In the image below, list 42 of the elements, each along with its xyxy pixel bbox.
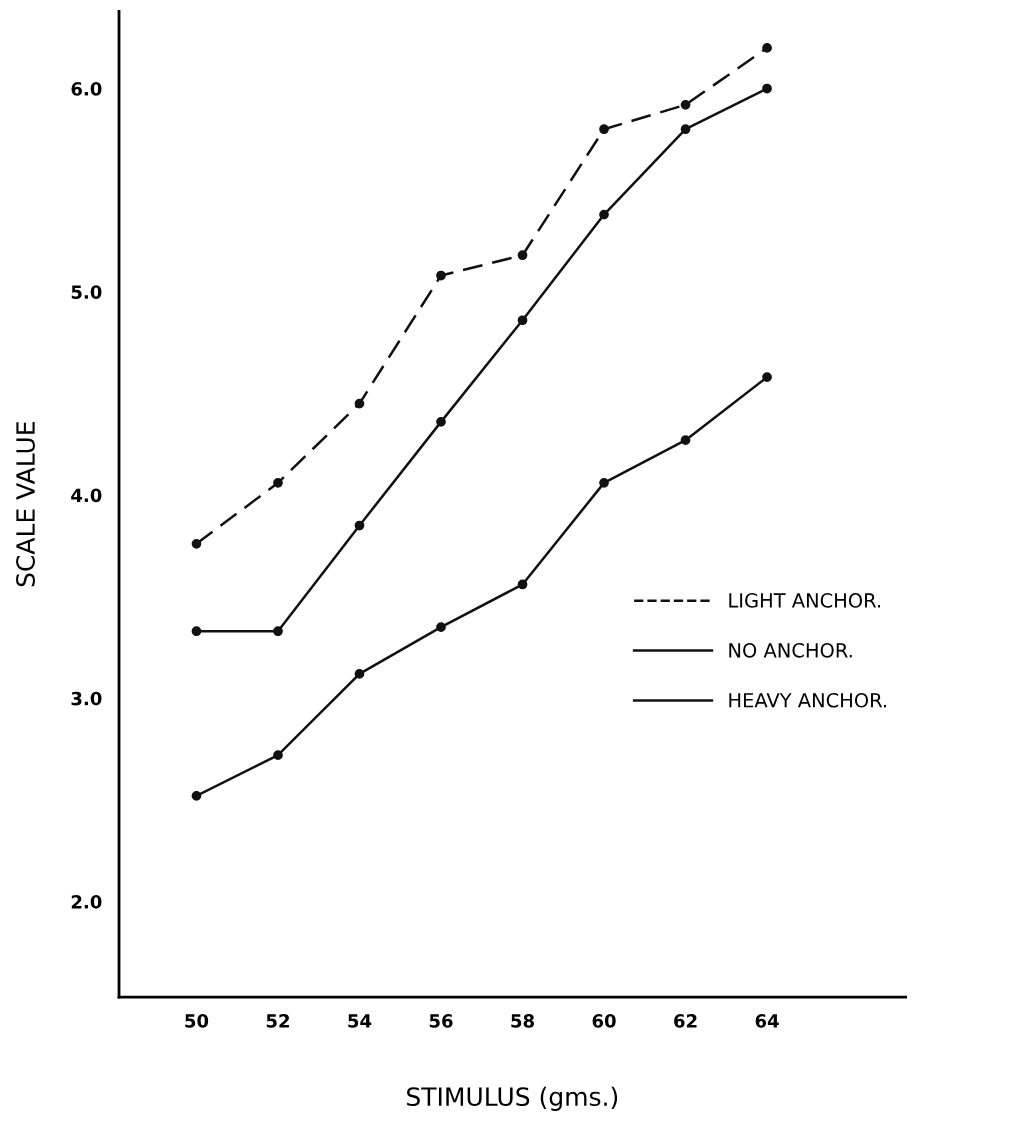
point [436,417,446,427]
point [762,372,772,383]
x-tick-label: 56 [429,1014,453,1028]
y-tick-label: 2.0 [71,894,102,909]
point [273,477,283,488]
point [273,626,283,637]
point [436,270,446,281]
point [191,626,202,637]
point [599,477,609,488]
point [680,435,691,446]
legend-label: HEAVY ANCHOR. [729,692,887,708]
legend-label: LIGHT ANCHOR. [729,593,881,608]
x-tick-label: 52 [266,1014,289,1028]
legend-label: NO ANCHOR. [729,642,852,658]
point [762,43,772,53]
x-tick-label: 64 [755,1014,779,1028]
x-axis-title: STIMULUS (gms.) [407,1086,618,1111]
point [762,83,772,94]
point [517,250,528,261]
point [436,622,446,633]
point [517,579,528,590]
x-tick-label: 50 [185,1014,209,1028]
y-tick-label: 4.0 [71,488,102,503]
x-tick-label: 60 [592,1014,616,1028]
point [680,99,691,110]
point [599,209,609,220]
x-tick-label: 58 [511,1014,534,1028]
point [191,538,202,549]
y-tick-label: 6.0 [71,82,102,96]
point [354,520,365,531]
point [517,315,528,326]
point [680,124,691,135]
x-tick-label: 62 [674,1014,697,1028]
y-axis-title: SCALE VALUE [16,422,35,587]
point [354,669,365,679]
x-tick-label: 54 [348,1014,372,1028]
point [599,124,609,135]
point [273,750,283,761]
y-tick-label: 5.0 [71,285,102,299]
y-tick-label: 3.0 [71,691,102,706]
point [191,790,202,801]
point [354,398,365,409]
